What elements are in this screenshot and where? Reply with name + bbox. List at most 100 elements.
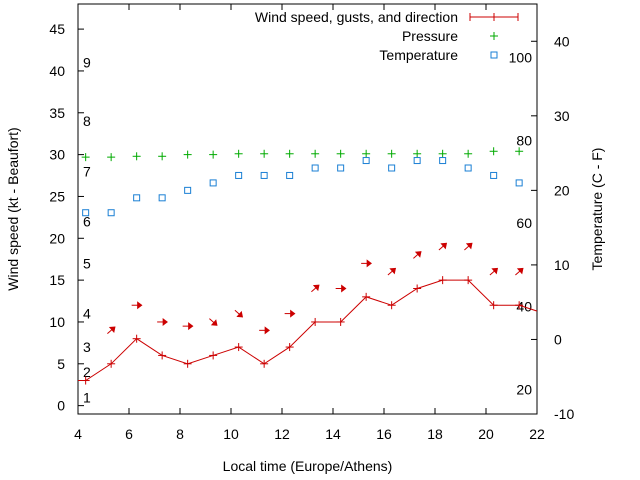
wind-speed-point <box>158 351 167 360</box>
wind-speed-point <box>209 351 218 360</box>
beaufort-label: 6 <box>83 214 91 230</box>
wind-speed-point <box>438 276 447 285</box>
wind-direction-arrow <box>515 267 524 276</box>
pressure-point <box>362 149 371 158</box>
temperature-point <box>362 157 370 165</box>
pressure-point <box>234 149 243 158</box>
wind-speed-point <box>362 292 371 301</box>
wind-direction-arrow <box>209 318 218 326</box>
y2-tick-label: 0 <box>554 331 562 347</box>
wind-direction-arrow <box>464 242 473 251</box>
pressure-point <box>81 153 90 162</box>
wind-direction-arrow <box>311 284 320 293</box>
x-tick-label: 18 <box>427 426 443 442</box>
legend-label: Pressure <box>402 28 458 44</box>
pressure-point <box>285 149 294 158</box>
temperature-point <box>260 171 268 179</box>
x-tick-label: 4 <box>74 426 82 442</box>
beaufort-scale-layer: 1 2 3 4 5 6 7 8 9 <box>83 55 91 406</box>
x-tick-label: 16 <box>376 426 392 442</box>
y2-tick-label: 20 <box>554 182 570 198</box>
y-tick-label: 45 <box>49 21 65 37</box>
x-axis-label: Local time (Europe/Athens) <box>223 458 393 474</box>
y-tick-label: 0 <box>57 398 65 414</box>
fahrenheit-label: 20 <box>516 381 532 397</box>
pressure-point <box>107 153 116 162</box>
fahrenheit-label: 60 <box>516 215 532 231</box>
pressure-point <box>183 150 192 159</box>
temperature-point <box>490 171 498 179</box>
legend-label: Temperature <box>379 47 458 63</box>
pressure-point <box>413 149 422 158</box>
x-tick-label: 20 <box>478 426 494 442</box>
wind-speed-point <box>336 317 345 326</box>
wind-speed-point <box>183 359 192 368</box>
wind-direction-arrow <box>413 251 422 259</box>
wind-direction-arrow <box>387 267 397 276</box>
y-tick-label: 25 <box>49 188 65 204</box>
fahrenheit-label: 80 <box>516 132 532 148</box>
temperature-point <box>388 164 396 172</box>
series-layer <box>78 147 537 385</box>
wind-direction-arrow <box>259 326 270 335</box>
beaufort-label: 1 <box>83 389 91 405</box>
wind-direction-arrow <box>182 322 194 331</box>
temperature-point <box>235 171 243 179</box>
wind-direction-arrow <box>335 284 347 293</box>
y-tick-label: 15 <box>49 272 65 288</box>
wind-speed-point <box>464 276 473 285</box>
pressure-point <box>438 149 447 158</box>
x-tick-label: 12 <box>274 426 290 442</box>
pressure-point <box>336 149 345 158</box>
beaufort-label: 8 <box>83 113 91 129</box>
wind-direction-arrow <box>131 301 143 310</box>
x-tick-label: 14 <box>325 426 341 442</box>
legend-entry: Wind speed, gusts, and direction <box>255 9 519 25</box>
x-tick-label: 8 <box>176 426 184 442</box>
wind-speed-point <box>489 301 498 310</box>
beaufort-label: 7 <box>83 163 91 179</box>
pressure-point <box>515 147 524 156</box>
temperature-point <box>158 194 166 202</box>
temperature-point <box>107 209 115 217</box>
pressure-point <box>464 149 473 158</box>
wind-speed-line <box>78 279 537 382</box>
y-tick-label: 5 <box>57 356 65 372</box>
wind-direction-arrow <box>438 242 448 251</box>
wind-speed-point <box>234 343 243 352</box>
y-tick-label: 35 <box>49 105 65 121</box>
temperature-point <box>286 171 294 179</box>
temperature-point <box>133 194 141 202</box>
x-tick-label: 10 <box>223 426 239 442</box>
pressure-point <box>260 149 269 158</box>
plot-frame <box>77 3 538 415</box>
y-tick-label: 30 <box>49 147 65 163</box>
beaufort-label: 3 <box>83 339 91 355</box>
y2-tick-label: 30 <box>554 108 570 124</box>
temperature-point <box>413 157 421 165</box>
pressure-point <box>158 152 167 161</box>
temperature-point <box>209 179 217 187</box>
x-tick-label: 6 <box>125 426 133 442</box>
pressure-point <box>132 152 141 161</box>
legend-entry: Temperature <box>379 47 498 63</box>
y2-tick-label: 10 <box>554 257 570 273</box>
beaufort-label: 5 <box>83 255 91 271</box>
wind-speed-point <box>260 359 269 368</box>
x-tick-label: 22 <box>529 426 545 442</box>
legend-label: Wind speed, gusts, and direction <box>255 9 458 25</box>
pressure-point <box>489 147 498 156</box>
pressure-point <box>387 149 396 158</box>
wind-speed-point <box>515 301 524 310</box>
wind-speed-point <box>285 343 294 352</box>
wind-direction-arrow <box>107 326 116 335</box>
pressure-point <box>311 149 320 158</box>
legend-marker <box>490 51 498 59</box>
y2-axis-label: Temperature (C - F) <box>589 148 605 271</box>
wind-direction-arrow <box>157 317 168 326</box>
wind-direction-arrow <box>234 309 244 318</box>
temperature-point <box>311 164 319 172</box>
y-axis-label: Wind speed (kt - Beaufort) <box>5 127 21 290</box>
fahrenheit-label: 100 <box>509 50 533 66</box>
